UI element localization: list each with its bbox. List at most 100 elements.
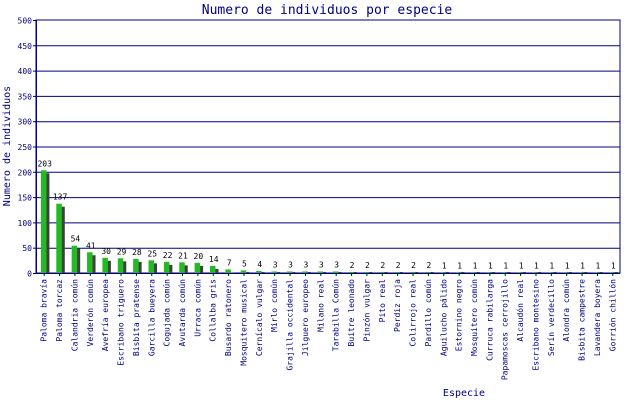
bar — [271, 271, 277, 273]
bar — [563, 272, 569, 273]
y-tick-label: 250 — [18, 143, 33, 152]
data-label: 5 — [242, 259, 247, 268]
plot-area: 050100150200250300350400450500203Paloma … — [18, 17, 621, 380]
bar-shadow — [458, 272, 465, 273]
bar-shadow — [212, 268, 219, 273]
y-tick-label: 100 — [18, 219, 33, 228]
bar — [256, 270, 262, 273]
bar-shadow — [335, 272, 342, 273]
x-tick-label: Paloma torcaz — [55, 279, 64, 342]
x-tick-label: Calandria común — [70, 279, 79, 351]
x-tick-label: Papamoscas cerrojillo — [501, 279, 510, 380]
data-label: 137 — [53, 193, 68, 202]
bar-shadow — [489, 272, 496, 273]
bar-shadow — [397, 272, 403, 273]
y-axis-label: Numero de individuos — [2, 86, 13, 206]
data-label: 3 — [304, 260, 309, 269]
x-tick-label: Collalba gris — [209, 279, 218, 342]
bar-shadow — [182, 265, 188, 273]
bar-shadow — [566, 272, 572, 273]
data-label: 2 — [396, 261, 401, 270]
bar-shadow — [443, 272, 450, 273]
x-tick-label: Bisbita campestre — [578, 279, 587, 361]
bar — [71, 245, 78, 273]
x-tick-label: Mosquitero común — [470, 279, 479, 356]
bar-shadow — [320, 272, 327, 273]
bar-shadow — [243, 272, 250, 273]
bar-shadow — [351, 272, 357, 273]
x-tick-label: Bisbita pratense — [132, 279, 141, 356]
data-label: 203 — [37, 159, 52, 168]
data-label: 1 — [503, 261, 508, 270]
bar — [148, 260, 155, 273]
data-label: 22 — [163, 251, 173, 260]
bar — [40, 170, 47, 273]
x-tick-label: Jilguero europeo — [301, 279, 310, 356]
bar-shadow — [412, 272, 419, 273]
bar-shadow — [612, 272, 619, 273]
bar — [425, 271, 431, 273]
bar-shadow — [151, 263, 158, 273]
x-tick-label: Lavandera boyera — [593, 279, 602, 356]
bar-shadow — [366, 272, 373, 273]
bar — [163, 261, 170, 273]
x-tick-label: Escribano montesino — [531, 279, 540, 371]
bar-shadow — [90, 255, 96, 273]
bar — [286, 271, 293, 273]
data-label: 1 — [549, 261, 554, 270]
x-tick-label: Urraca común — [193, 279, 202, 337]
data-label: 1 — [565, 261, 570, 270]
bar — [578, 272, 585, 273]
bar-shadow — [474, 272, 480, 273]
bar-shadow — [120, 261, 127, 273]
data-label: 1 — [519, 261, 524, 270]
data-label: 1 — [534, 261, 539, 270]
y-tick-label: 450 — [18, 42, 33, 51]
data-label: 30 — [101, 247, 111, 256]
y-tick-label: 150 — [18, 194, 33, 203]
bar — [194, 262, 201, 273]
x-tick-label: Serín verdecillo — [547, 279, 556, 356]
x-tick-label: Busardo ratonero — [224, 279, 233, 356]
bar — [302, 271, 308, 273]
bar — [455, 272, 462, 273]
bar-shadow — [305, 272, 311, 273]
data-label: 14 — [209, 255, 219, 264]
data-label: 1 — [473, 261, 478, 270]
bar — [517, 272, 523, 273]
bar — [348, 271, 354, 273]
x-tick-label: Mirlo común — [270, 279, 279, 332]
x-tick-label: Alcaudón real — [515, 279, 525, 342]
bar-shadow — [520, 272, 526, 273]
data-label: 1 — [457, 261, 462, 270]
data-label: 2 — [411, 261, 416, 270]
x-tick-label: Mosquitero musical — [239, 279, 248, 366]
bar — [117, 258, 124, 273]
bar-shadow — [382, 272, 388, 273]
bar-shadow — [228, 272, 234, 274]
bar — [486, 272, 493, 273]
x-tick-label: Avutarda común — [178, 279, 187, 347]
bar-shadow — [428, 272, 434, 273]
x-tick-label: Escribano triguero — [117, 279, 126, 366]
data-label: 3 — [334, 260, 339, 269]
bar — [409, 271, 416, 273]
x-tick-label: Aguilucho pálido — [439, 279, 448, 356]
bar-shadow — [289, 272, 296, 273]
data-label: 2 — [365, 261, 370, 270]
y-tick-label: 50 — [22, 244, 32, 253]
bar — [501, 272, 508, 273]
x-tick-label: Grajilla occidental — [286, 279, 295, 371]
bar — [133, 258, 139, 273]
data-label: 1 — [580, 261, 585, 270]
data-label: 2 — [380, 261, 385, 270]
x-tick-label: Pito real — [378, 279, 387, 323]
bar — [209, 265, 216, 273]
x-tick-label: Milano real — [316, 279, 325, 332]
bar — [379, 271, 385, 273]
bar — [363, 271, 370, 273]
bar — [87, 252, 93, 273]
x-tick-label: Tarabilla Común — [332, 279, 341, 351]
x-tick-label: Pinzón vulgar — [361, 279, 371, 342]
